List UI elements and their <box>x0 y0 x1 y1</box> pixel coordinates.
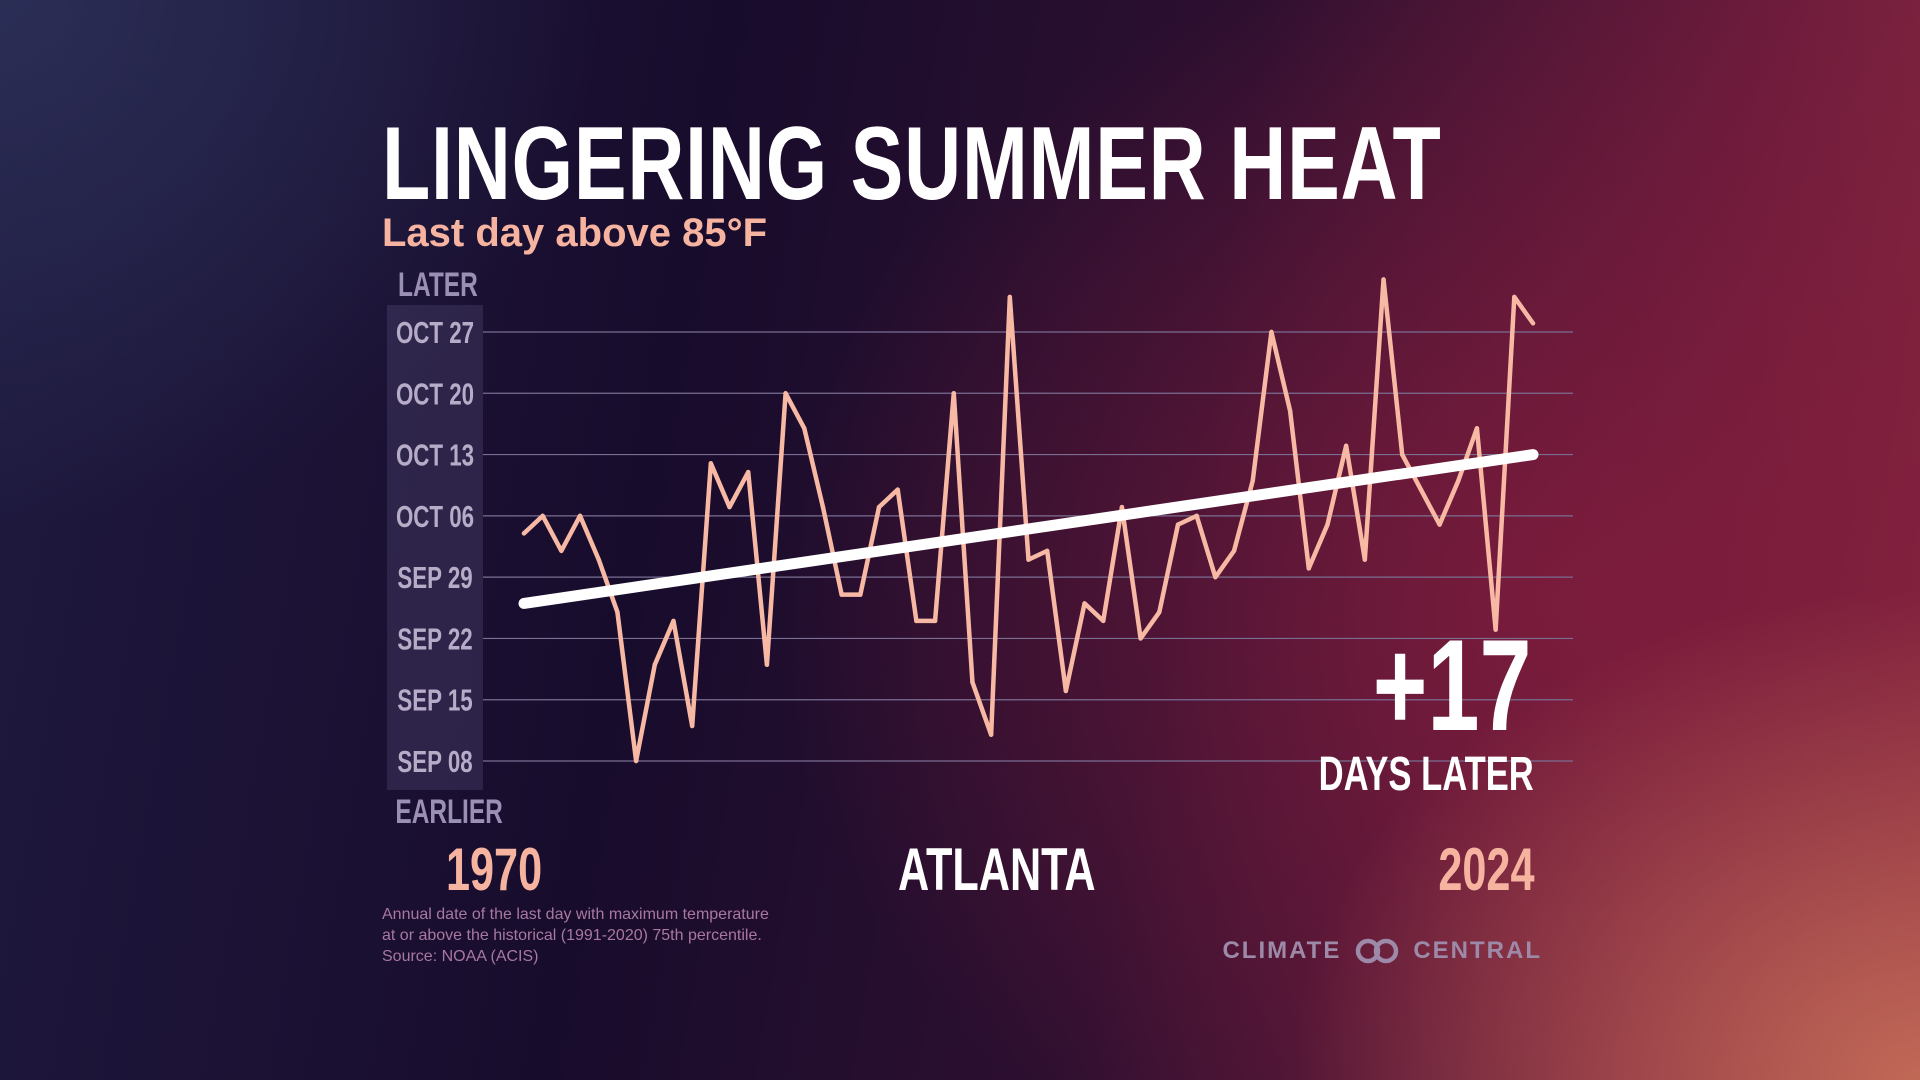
data-point <box>914 618 919 624</box>
data-point <box>1418 487 1424 492</box>
y-tick-label: OCT 20 <box>396 377 474 411</box>
data-point <box>1250 478 1255 484</box>
data-point <box>820 504 826 510</box>
data-point <box>970 680 975 685</box>
data-point <box>988 732 994 737</box>
data-point <box>577 513 583 519</box>
data-point <box>1269 329 1274 335</box>
data-point <box>708 461 714 466</box>
footnote-line: at or above the historical (1991-2020) 7… <box>382 927 762 944</box>
data-point <box>1474 426 1480 431</box>
data-point <box>1231 548 1237 554</box>
footnote: Annual date of the last day with maximum… <box>382 904 842 967</box>
city-label: ATLANTA <box>898 836 1096 903</box>
y-axis-label-earlier: EARLIER <box>395 793 503 831</box>
footnote-source: Source: NOAA (ACIS) <box>382 948 539 965</box>
data-point <box>1044 548 1050 554</box>
data-point <box>1381 277 1386 282</box>
brand-name-left: CLIMATE <box>1222 937 1342 964</box>
footnote-line: Annual date of the last day with maximum… <box>382 906 769 923</box>
data-point <box>652 662 657 667</box>
data-point <box>1287 408 1293 413</box>
data-point <box>1101 618 1106 624</box>
data-point <box>1343 443 1349 449</box>
x-axis-end-year: 2024 <box>1437 836 1534 903</box>
data-point <box>746 469 751 475</box>
interlocking-circles-icon <box>1356 938 1399 964</box>
data-point <box>951 391 956 396</box>
x-axis-start-year: 1970 <box>446 836 543 903</box>
data-point <box>932 618 938 624</box>
data-point <box>839 592 844 597</box>
data-point <box>1157 609 1162 615</box>
y-tick-label: OCT 06 <box>396 499 474 533</box>
data-point <box>727 504 732 510</box>
data-point <box>1082 601 1087 606</box>
data-point <box>540 513 545 519</box>
data-point <box>876 504 882 510</box>
y-tick-label: SEP 08 <box>397 744 472 778</box>
data-point <box>895 487 900 492</box>
data-point <box>1362 557 1368 562</box>
data-point <box>1306 566 1311 571</box>
data-point <box>1493 627 1498 632</box>
data-point <box>1512 294 1517 300</box>
data-point <box>671 618 676 624</box>
brand-logo: CLIMATE CENTRAL <box>1222 937 1542 965</box>
brand-name-right: CENTRAL <box>1413 937 1542 964</box>
data-point <box>689 723 695 729</box>
y-tick-label: OCT 13 <box>396 438 474 472</box>
y-tick-label: SEP 15 <box>397 683 472 717</box>
data-point <box>559 548 564 554</box>
data-point <box>783 391 788 396</box>
data-point <box>633 758 639 764</box>
data-point <box>858 592 863 597</box>
data-point <box>1437 522 1442 527</box>
data-point <box>521 531 527 536</box>
data-point <box>1026 557 1031 562</box>
change-label: DAYS LATER <box>1318 748 1534 801</box>
data-point <box>1213 574 1218 580</box>
page-subtitle: Last day above 85°F <box>382 211 768 255</box>
data-point <box>1007 294 1013 300</box>
data-point <box>1325 522 1330 527</box>
data-point <box>1063 688 1069 694</box>
data-point <box>1175 522 1181 527</box>
data-point <box>1456 478 1461 484</box>
data-point <box>1400 452 1405 457</box>
trend-line <box>518 449 1539 609</box>
data-point <box>764 662 770 667</box>
y-tick-label: SEP 22 <box>397 622 472 656</box>
data-point <box>1530 321 1536 326</box>
data-point <box>802 426 807 431</box>
y-axis-band <box>387 305 483 790</box>
data-point <box>615 609 620 615</box>
data-point <box>1194 513 1199 519</box>
data-point <box>596 557 601 562</box>
page-title: LINGERING SUMMER HEAT <box>382 106 1442 222</box>
data-point <box>1119 504 1125 510</box>
y-tick-label: SEP 29 <box>397 561 472 595</box>
y-tick-label: OCT 27 <box>396 315 474 349</box>
change-value: +17 <box>1373 612 1532 758</box>
y-axis-label-later: LATER <box>398 266 478 304</box>
data-point <box>1138 636 1143 641</box>
